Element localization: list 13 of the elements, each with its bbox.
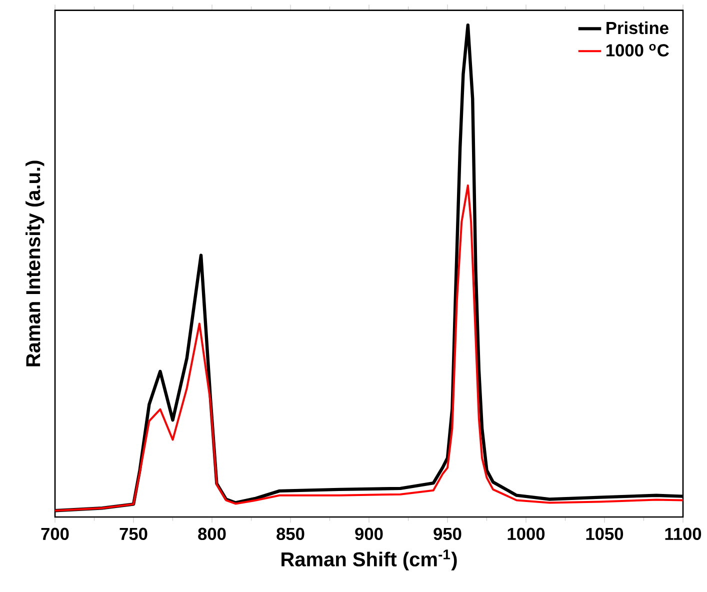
x-tick-label: 1100 [665, 528, 702, 540]
legend-label: Pristine [606, 21, 668, 34]
x-tick-label: 750 [120, 528, 148, 540]
x-tick-label: 700 [41, 528, 69, 540]
x-tick-label: 900 [355, 528, 383, 540]
x-tick-label: 1050 [586, 528, 624, 540]
x-axis-title: Raman Shift (cm$^{-1}$) [282, 550, 457, 570]
x-tick-label: 800 [198, 528, 226, 540]
y-axis-title: Raman Intensity (a.u.) [26, 160, 44, 366]
x-tick-label: 1000 [508, 528, 545, 540]
legend-label: 1000 $^{o}$C [606, 44, 669, 56]
x-tick-label: 950 [434, 528, 462, 540]
x-tick-label: 850 [276, 528, 304, 540]
